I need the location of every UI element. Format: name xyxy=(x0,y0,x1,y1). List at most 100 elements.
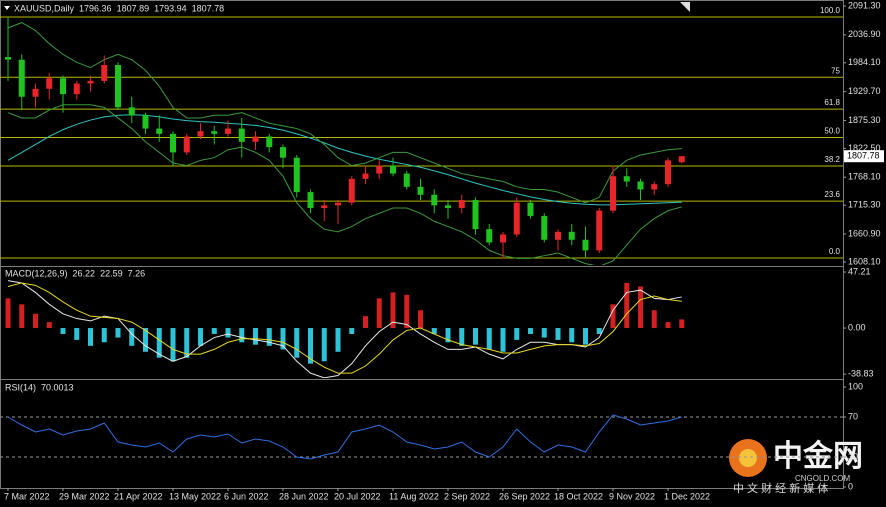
macd-bar xyxy=(376,298,382,329)
candle-body xyxy=(623,176,630,182)
candle-body xyxy=(225,128,231,134)
y-tick-label: 2036.90 xyxy=(848,29,881,39)
fibo-label: 23.6 xyxy=(824,190,840,199)
y-tick-label: 0 xyxy=(848,481,853,491)
macd-bar xyxy=(596,328,602,334)
y-tick-label: 0.00 xyxy=(848,322,866,332)
macd-bar xyxy=(46,322,52,329)
candle-body xyxy=(513,202,520,235)
macd-bar xyxy=(253,328,258,345)
macd-bar xyxy=(280,328,286,350)
macd-bar xyxy=(363,316,368,329)
macd-bar xyxy=(431,328,437,334)
candle-body xyxy=(128,107,135,116)
candle-body xyxy=(280,147,286,158)
macd-bar xyxy=(349,328,355,334)
candle-body xyxy=(252,136,259,142)
candle-body xyxy=(610,176,616,211)
candle-body xyxy=(651,184,658,190)
macd-bar xyxy=(184,328,190,358)
candle-body xyxy=(555,231,561,240)
x-tick-label: 28 Jun 2022 xyxy=(279,491,329,501)
candle-body xyxy=(183,136,190,153)
x-tick-label: 7 Mar 2022 xyxy=(4,491,50,501)
candle-body xyxy=(238,128,245,142)
macd-bar xyxy=(404,294,410,329)
macd-bar xyxy=(211,328,217,334)
candle-body xyxy=(5,57,11,60)
macd-bar xyxy=(473,328,478,345)
menu-arrow[interactable] xyxy=(4,6,10,10)
candle-body xyxy=(390,165,396,174)
macd-bar xyxy=(143,328,148,352)
macd-bar xyxy=(541,328,547,338)
candle-body xyxy=(541,215,548,240)
y-tick-label: 1715.30 xyxy=(848,200,881,210)
macd-bar xyxy=(486,328,492,350)
macd-bar xyxy=(74,328,80,340)
x-tick-label: 1 Dec 2022 xyxy=(664,491,710,501)
indicator-line xyxy=(7,114,682,206)
candle-body xyxy=(211,131,218,134)
readout: 1796.36 xyxy=(79,3,112,13)
rsi-panel xyxy=(0,379,844,489)
readout: MACD(12,26,9) xyxy=(5,268,68,278)
readout: 1807.78 xyxy=(192,3,225,13)
macd-bar xyxy=(115,328,121,338)
chart-shift[interactable] xyxy=(680,2,690,12)
readout: XAUUSD,Daily xyxy=(14,3,75,13)
macd-bar xyxy=(610,304,616,329)
candle-body xyxy=(376,165,383,174)
x-tick-label: 26 Sep 2022 xyxy=(499,491,550,501)
last-price-label: 1807.78 xyxy=(847,151,880,161)
fibo-label: 50.0 xyxy=(824,127,840,136)
plot-area xyxy=(5,280,685,378)
candle-body xyxy=(142,115,149,129)
macd-bar xyxy=(308,328,313,364)
y-tick-label: 1608.10 xyxy=(848,256,881,266)
plot-area xyxy=(0,16,843,265)
macd-bar xyxy=(500,328,506,352)
y-tick-label: 1822.50 xyxy=(848,143,881,153)
fibo-label: 75 xyxy=(831,66,840,75)
macd-bar xyxy=(156,328,162,358)
candle-body xyxy=(445,205,451,209)
macd-bar xyxy=(651,310,657,329)
indicator-line xyxy=(7,22,682,204)
readout: 7.26 xyxy=(128,268,146,278)
y-tick-label: 1660.90 xyxy=(848,228,881,238)
y-tick-label: 30 xyxy=(848,451,858,461)
indicator-line xyxy=(7,104,682,265)
macd-line xyxy=(7,282,682,374)
candle-body xyxy=(87,80,94,84)
candle-body xyxy=(472,200,479,230)
readout: 26.22 xyxy=(73,268,96,278)
macd-bar xyxy=(445,328,451,343)
macd-bar xyxy=(665,322,671,329)
y-tick-label: 70 xyxy=(848,411,858,421)
y-tick-label: 1768.10 xyxy=(848,172,881,182)
y-tick-label: 47.21 xyxy=(848,266,871,276)
candle-body xyxy=(568,231,575,240)
macd-bar xyxy=(528,328,533,334)
plot-area xyxy=(0,414,843,460)
candle-body xyxy=(46,78,53,89)
macd-bar xyxy=(225,328,231,338)
candle-body xyxy=(665,160,671,185)
candle-body xyxy=(403,173,410,187)
macd-bar xyxy=(555,328,561,340)
candle-body xyxy=(293,157,300,193)
logo-site: CNGOLD.COM xyxy=(795,474,850,483)
readout: 1807.89 xyxy=(117,3,150,13)
y-tick-label: 1984.10 xyxy=(848,57,881,67)
macd-bar xyxy=(390,292,396,329)
macd-bar xyxy=(514,328,520,340)
macd-bar xyxy=(129,328,135,346)
candle-body xyxy=(307,192,314,209)
macd-bar xyxy=(294,328,300,358)
last-price-box xyxy=(844,150,884,163)
candle-body xyxy=(500,234,506,243)
candle-body xyxy=(266,136,273,148)
